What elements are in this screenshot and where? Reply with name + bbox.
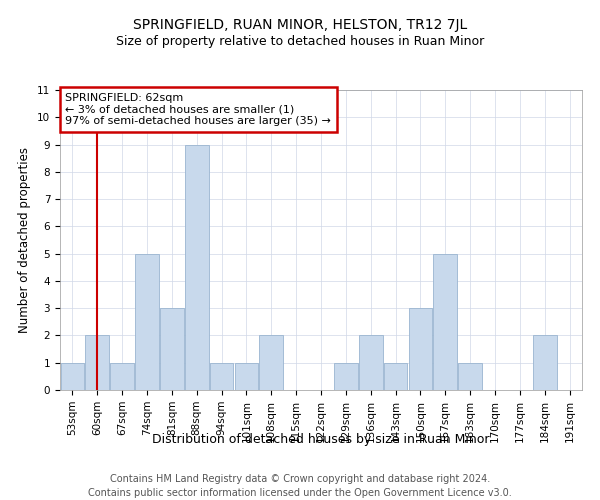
- Y-axis label: Number of detached properties: Number of detached properties: [19, 147, 31, 333]
- Bar: [334, 362, 358, 390]
- Bar: [210, 362, 233, 390]
- Bar: [185, 144, 209, 390]
- Bar: [433, 254, 457, 390]
- Bar: [110, 362, 134, 390]
- Bar: [61, 362, 84, 390]
- Bar: [235, 362, 258, 390]
- Text: SPRINGFIELD: 62sqm
← 3% of detached houses are smaller (1)
97% of semi-detached : SPRINGFIELD: 62sqm ← 3% of detached hous…: [65, 93, 331, 126]
- Bar: [409, 308, 432, 390]
- Text: Size of property relative to detached houses in Ruan Minor: Size of property relative to detached ho…: [116, 35, 484, 48]
- Text: SPRINGFIELD, RUAN MINOR, HELSTON, TR12 7JL: SPRINGFIELD, RUAN MINOR, HELSTON, TR12 7…: [133, 18, 467, 32]
- Bar: [384, 362, 407, 390]
- Bar: [135, 254, 159, 390]
- Bar: [359, 336, 383, 390]
- Bar: [259, 336, 283, 390]
- Bar: [458, 362, 482, 390]
- Bar: [85, 336, 109, 390]
- Text: Distribution of detached houses by size in Ruan Minor: Distribution of detached houses by size …: [152, 432, 490, 446]
- Text: Contains HM Land Registry data © Crown copyright and database right 2024.
Contai: Contains HM Land Registry data © Crown c…: [88, 474, 512, 498]
- Bar: [533, 336, 557, 390]
- Bar: [160, 308, 184, 390]
